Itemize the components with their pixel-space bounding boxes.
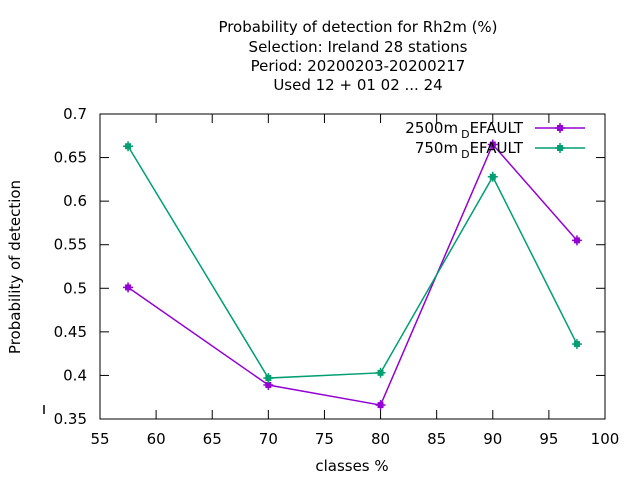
plot-frame xyxy=(99,113,606,420)
legend-item-2: 750m DEFAULT xyxy=(415,139,585,161)
series-line xyxy=(127,145,578,379)
x-tick-label: 75 xyxy=(315,430,334,448)
data-point xyxy=(571,339,582,350)
y-tick-label: 0.55 xyxy=(54,236,87,254)
data-point xyxy=(375,400,386,411)
y-tick-label: 0.5 xyxy=(63,279,87,297)
y-tick-label: 0.35 xyxy=(54,410,87,428)
legend-label: 750m DEFAULT xyxy=(415,139,524,161)
data-point xyxy=(123,141,134,152)
series-2 xyxy=(123,141,582,384)
x-tick-label: 100 xyxy=(591,430,620,448)
x-tick-label: 60 xyxy=(147,430,166,448)
y-tick-label: 0.4 xyxy=(63,366,87,384)
chart-title: Probability of detection for Rh2m (%) Se… xyxy=(218,18,497,94)
data-point xyxy=(123,282,134,293)
title-line-3: Period: 20200203-20200217 xyxy=(251,57,466,75)
x-tick-label: 95 xyxy=(539,430,558,448)
x-tick-label: 80 xyxy=(371,430,390,448)
data-point xyxy=(487,171,498,182)
data-point xyxy=(487,139,498,150)
title-line-4: Used 12 + 01 02 ... 24 xyxy=(273,76,442,94)
x-tick-label: 90 xyxy=(483,430,502,448)
data-point xyxy=(263,373,274,384)
x-tick-label: 70 xyxy=(259,430,278,448)
title-line-1: Probability of detection for Rh2m (%) xyxy=(218,18,497,36)
data-point xyxy=(571,235,582,246)
y-tick-label: 0.6 xyxy=(63,192,87,210)
x-axis-label: classes % xyxy=(315,457,388,475)
x-axis-ticks: 55 60 65 70 75 80 85 90 95 100 xyxy=(90,114,619,448)
x-tick-label: 85 xyxy=(427,430,446,448)
title-line-2: Selection: Ireland 28 stations xyxy=(249,38,468,56)
y-axis-label: Probability of detection xyxy=(6,180,24,354)
series-1 xyxy=(123,139,582,411)
legend-swatch-marker xyxy=(555,123,565,133)
y-axis-ticks: 0.35 0.4 0.45 0.5 0.55 0.6 0.65 0.7 xyxy=(54,105,605,428)
legend-label: 2500m DEFAULT xyxy=(405,119,524,141)
y-tick-label: 0.65 xyxy=(54,149,87,167)
x-tick-label: 65 xyxy=(203,430,222,448)
x-tick-label: 55 xyxy=(90,430,109,448)
y-tick-label: 0.7 xyxy=(63,105,87,123)
data-point xyxy=(375,367,386,378)
series-line xyxy=(127,143,578,406)
legend-item-1: 2500m DEFAULT xyxy=(405,119,585,141)
series-layer xyxy=(123,139,582,411)
legend-swatch-marker xyxy=(555,143,565,153)
y-tick-label: 0.45 xyxy=(54,323,87,341)
